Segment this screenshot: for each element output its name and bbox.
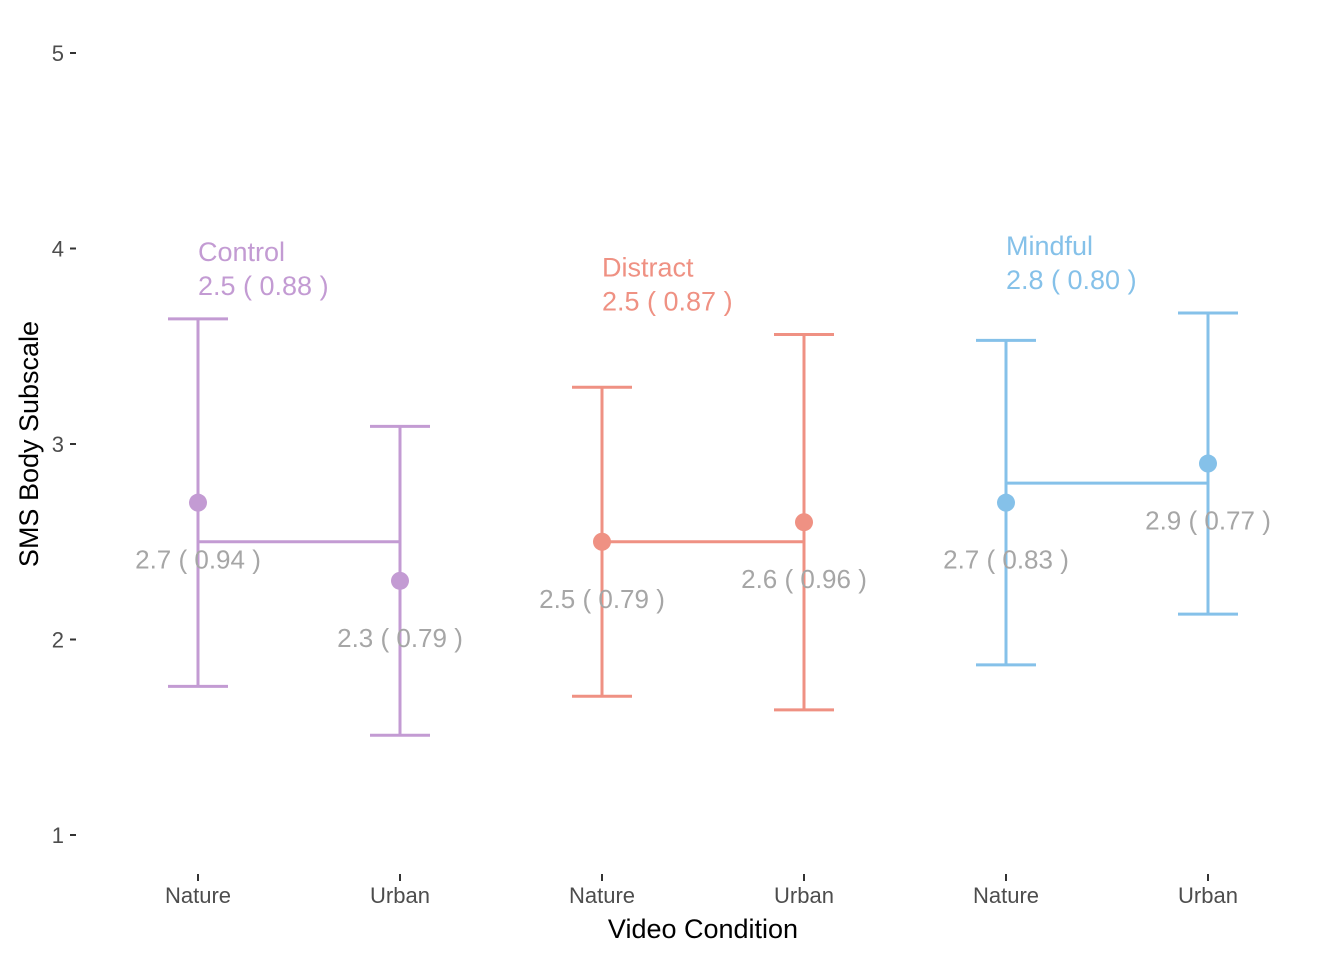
x-tick-label: Nature [973,883,1039,908]
mean-point [997,493,1015,512]
mean-point [593,532,611,551]
mean-point [189,493,207,512]
group-summary-label: 2.8 ( 0.80 ) [1006,265,1137,295]
y-axis-title: SMS Body Subscale [14,321,44,567]
x-tick-label: Urban [774,883,834,908]
point-label: 2.6 ( 0.96 ) [741,564,867,594]
x-axis: Nature Urban Nature Urban Nature Urban [165,874,1238,908]
y-tick-label: 2 [52,628,64,653]
y-tick-label: 3 [52,432,64,457]
x-tick-label: Urban [1178,883,1238,908]
group-name: Distract [602,253,694,283]
point-label: 2.3 ( 0.79 ) [337,623,463,653]
group-name: Control [198,237,285,267]
x-tick-label: Nature [569,883,635,908]
x-tick-label: Nature [165,883,231,908]
x-axis-title: Video Condition [608,914,798,944]
plot-area: 2.7 ( 0.94 ) 2.3 ( 0.79 ) Control 2.5 ( 0.8… [135,231,1271,737]
mean-point [391,571,409,590]
group-name: Mindful [1006,231,1093,261]
y-axis: 1 2 3 4 5 [52,41,76,848]
group-summary-label: 2.5 ( 0.87 ) [602,287,733,317]
group-control: 2.7 ( 0.94 ) 2.3 ( 0.79 ) Control 2.5 ( 0.8… [135,237,463,737]
x-tick-label: Urban [370,883,430,908]
group-distract: 2.5 ( 0.79 ) 2.6 ( 0.96 ) Distract 2.5 ( 0.… [539,253,867,712]
point-label: 2.9 ( 0.77 ) [1145,506,1271,536]
point-label: 2.7 ( 0.83 ) [943,545,1069,575]
point-label: 2.7 ( 0.94 ) [135,545,261,575]
y-tick-label: 5 [52,41,64,66]
mean-point [795,513,813,532]
y-tick-label: 4 [52,237,64,262]
y-tick-label: 1 [52,823,64,848]
mean-point [1199,454,1217,473]
point-label: 2.5 ( 0.79 ) [539,584,665,614]
group-summary-label: 2.5 ( 0.88 ) [198,271,329,301]
group-mindful: 2.7 ( 0.83 ) 2.9 ( 0.77 ) Mindful 2.8 ( 0.8… [943,231,1271,667]
